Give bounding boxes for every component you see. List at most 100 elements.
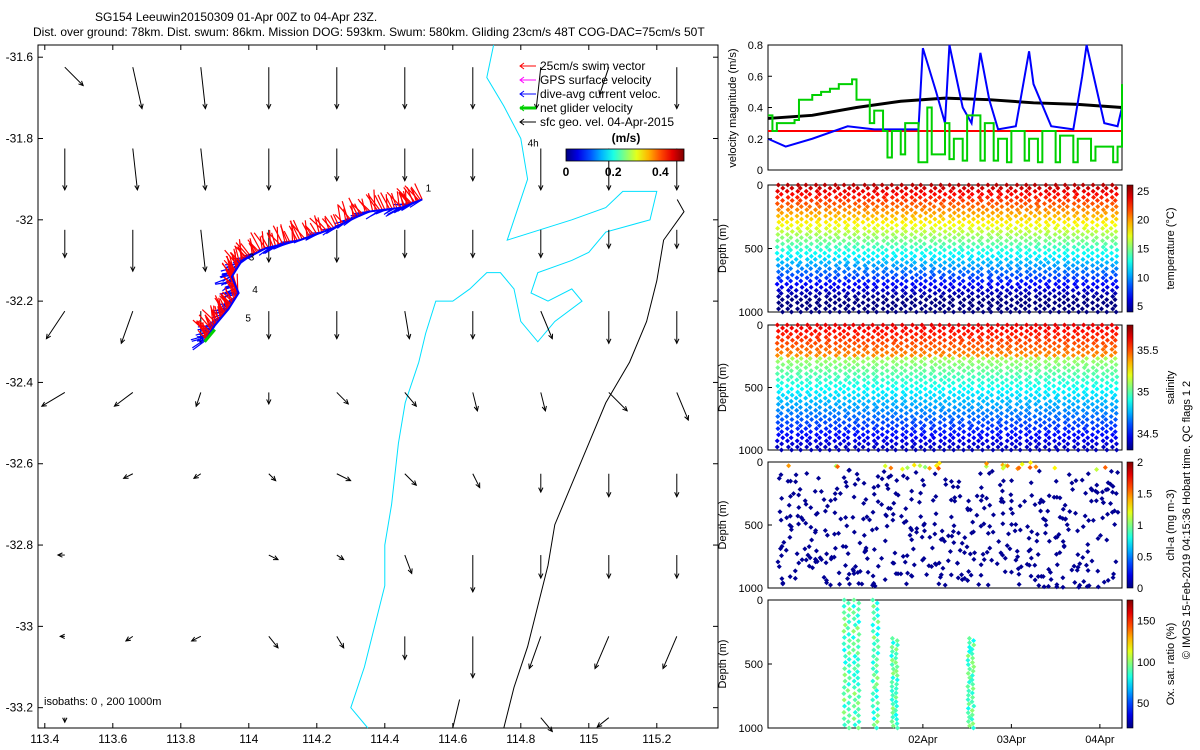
profile-point xyxy=(827,197,833,203)
profile-point xyxy=(832,294,838,300)
profile-point xyxy=(950,356,956,362)
profile-point xyxy=(986,232,992,238)
profile-point xyxy=(818,272,824,278)
profile-point xyxy=(866,362,872,368)
profile-point xyxy=(969,228,975,234)
profile-point xyxy=(1071,275,1077,281)
profile-point xyxy=(1103,222,1109,228)
profile-point xyxy=(961,550,967,556)
profile-point xyxy=(841,383,847,389)
profile-point xyxy=(1033,352,1039,358)
profile-point xyxy=(1075,374,1081,380)
profile-point xyxy=(1033,464,1039,470)
profile-point xyxy=(1046,325,1052,331)
profile-point xyxy=(851,244,857,250)
profile-point xyxy=(929,256,935,262)
profile-point xyxy=(912,441,918,447)
profile-point xyxy=(937,420,943,426)
profile-point xyxy=(837,368,843,374)
profile-point xyxy=(1037,284,1043,290)
profile-point xyxy=(999,272,1005,278)
profile-point xyxy=(1037,290,1043,296)
profile-point xyxy=(937,334,943,340)
profile-point xyxy=(1017,398,1023,404)
profile-point xyxy=(969,386,975,392)
profile-point xyxy=(1018,386,1024,392)
profile-point xyxy=(836,447,842,453)
profile-point xyxy=(970,398,976,404)
profile-point xyxy=(903,197,909,203)
profile-point xyxy=(1099,294,1105,300)
profile-point xyxy=(1103,266,1109,272)
profile-point xyxy=(899,263,905,269)
profile-point xyxy=(885,241,891,247)
profile-point xyxy=(1109,401,1115,407)
profile-point xyxy=(846,619,852,625)
colorbar-tick-label: 2 xyxy=(1137,457,1143,469)
profile-point xyxy=(966,346,972,352)
profile-point xyxy=(1075,325,1081,331)
profile-point xyxy=(987,523,993,529)
profile-point xyxy=(814,194,820,200)
profile-point xyxy=(817,303,823,309)
profile-point xyxy=(950,272,956,278)
profile-point xyxy=(784,232,790,238)
profile-point xyxy=(918,346,924,352)
profile-point xyxy=(1013,420,1019,426)
profile-point xyxy=(822,238,828,244)
profile-point xyxy=(1027,284,1033,290)
profile-point xyxy=(1112,349,1118,355)
profile-point xyxy=(960,278,966,284)
profile-point xyxy=(1046,278,1052,284)
profile-point xyxy=(1090,365,1096,371)
profile-point xyxy=(1055,447,1061,453)
profile-point xyxy=(1095,417,1101,423)
profile-point xyxy=(970,694,976,700)
profile-point xyxy=(952,495,958,501)
profile-point xyxy=(1013,426,1019,432)
profile-point xyxy=(871,359,877,365)
profile-point xyxy=(795,250,801,256)
surface-vector-head xyxy=(62,717,68,724)
profile-point xyxy=(851,616,857,622)
profile-point xyxy=(1046,447,1052,453)
profile-point xyxy=(1033,438,1039,444)
profile-point xyxy=(1103,349,1109,355)
profile-point xyxy=(1041,201,1047,207)
swim-vector xyxy=(332,214,340,226)
profile-point xyxy=(780,185,786,191)
surface-vector xyxy=(200,67,206,109)
profile-point xyxy=(1018,331,1024,337)
profile-point xyxy=(870,383,876,389)
profile-point xyxy=(912,303,918,309)
profile-point xyxy=(981,521,987,527)
profile-point xyxy=(845,259,851,265)
profile-point xyxy=(894,266,900,272)
profile-point xyxy=(884,482,890,488)
profile-point xyxy=(1104,423,1110,429)
profile-point xyxy=(975,389,981,395)
profile-point xyxy=(975,444,981,450)
profile-point xyxy=(788,222,794,228)
profile-point xyxy=(874,185,880,191)
profile-point xyxy=(1053,478,1059,484)
profile-point xyxy=(989,290,995,296)
profile-point xyxy=(1065,343,1071,349)
profile-point xyxy=(980,386,986,392)
profile-point xyxy=(1056,435,1062,441)
profile-point xyxy=(1109,287,1115,293)
profile-point xyxy=(1024,207,1030,213)
profile-point xyxy=(940,185,946,191)
surface-vector xyxy=(132,67,143,109)
title-line-1: SG154 Leeuwin20150309 01-Apr 00Z to 04-A… xyxy=(95,10,378,24)
profile-point xyxy=(841,684,847,690)
profile-point xyxy=(931,325,937,331)
profile-point xyxy=(784,300,790,306)
profile-point xyxy=(1014,194,1020,200)
profile-point xyxy=(985,582,991,588)
profile-point xyxy=(895,343,901,349)
profile-point xyxy=(851,609,857,615)
profile-point xyxy=(1070,238,1076,244)
profile-point xyxy=(1019,235,1025,241)
profile-point xyxy=(885,356,891,362)
